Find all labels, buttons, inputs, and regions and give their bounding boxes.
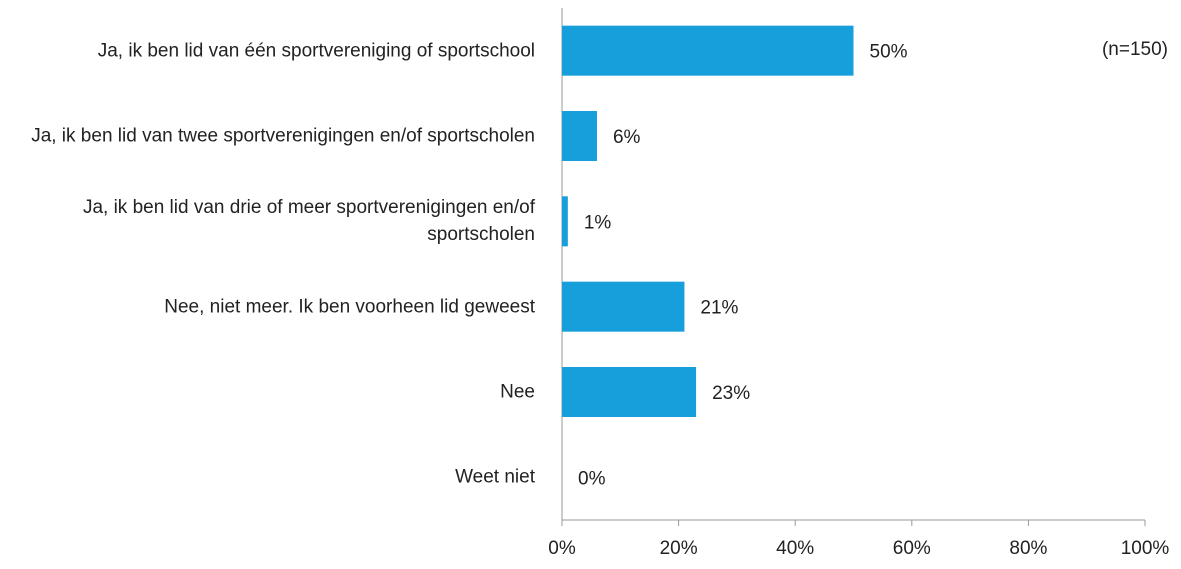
data-label: 6% <box>613 127 641 148</box>
category-label: Nee <box>500 381 535 403</box>
x-tick-label: 0% <box>548 538 576 559</box>
category-label: Ja, ik ben lid van twee sportvereniginge… <box>31 125 535 147</box>
data-label: 1% <box>584 212 612 233</box>
data-label: 21% <box>700 298 738 319</box>
bar <box>562 367 697 417</box>
data-label: 50% <box>870 42 908 63</box>
x-tick-label: 20% <box>660 538 698 559</box>
annotation: (n=150) <box>1102 39 1168 60</box>
x-tick-label: 60% <box>893 538 931 559</box>
bar <box>562 25 854 76</box>
bar <box>562 196 568 247</box>
category-label: Ja, ik ben lid van drie of meer sportver… <box>82 197 535 246</box>
data-label: 23% <box>712 383 750 404</box>
category-label: Nee, niet meer. Ik ben voorheen lid gewe… <box>164 296 535 318</box>
x-tick-label: 80% <box>1009 538 1047 559</box>
data-label: 0% <box>578 468 606 489</box>
bar <box>562 111 597 161</box>
bar <box>562 281 685 332</box>
x-tick-label: 100% <box>1121 538 1170 559</box>
x-tick-label: 40% <box>776 538 814 559</box>
category-label: Weet niet <box>455 466 535 488</box>
category-label: Ja, ik ben lid van één sportvereniging o… <box>97 40 535 62</box>
